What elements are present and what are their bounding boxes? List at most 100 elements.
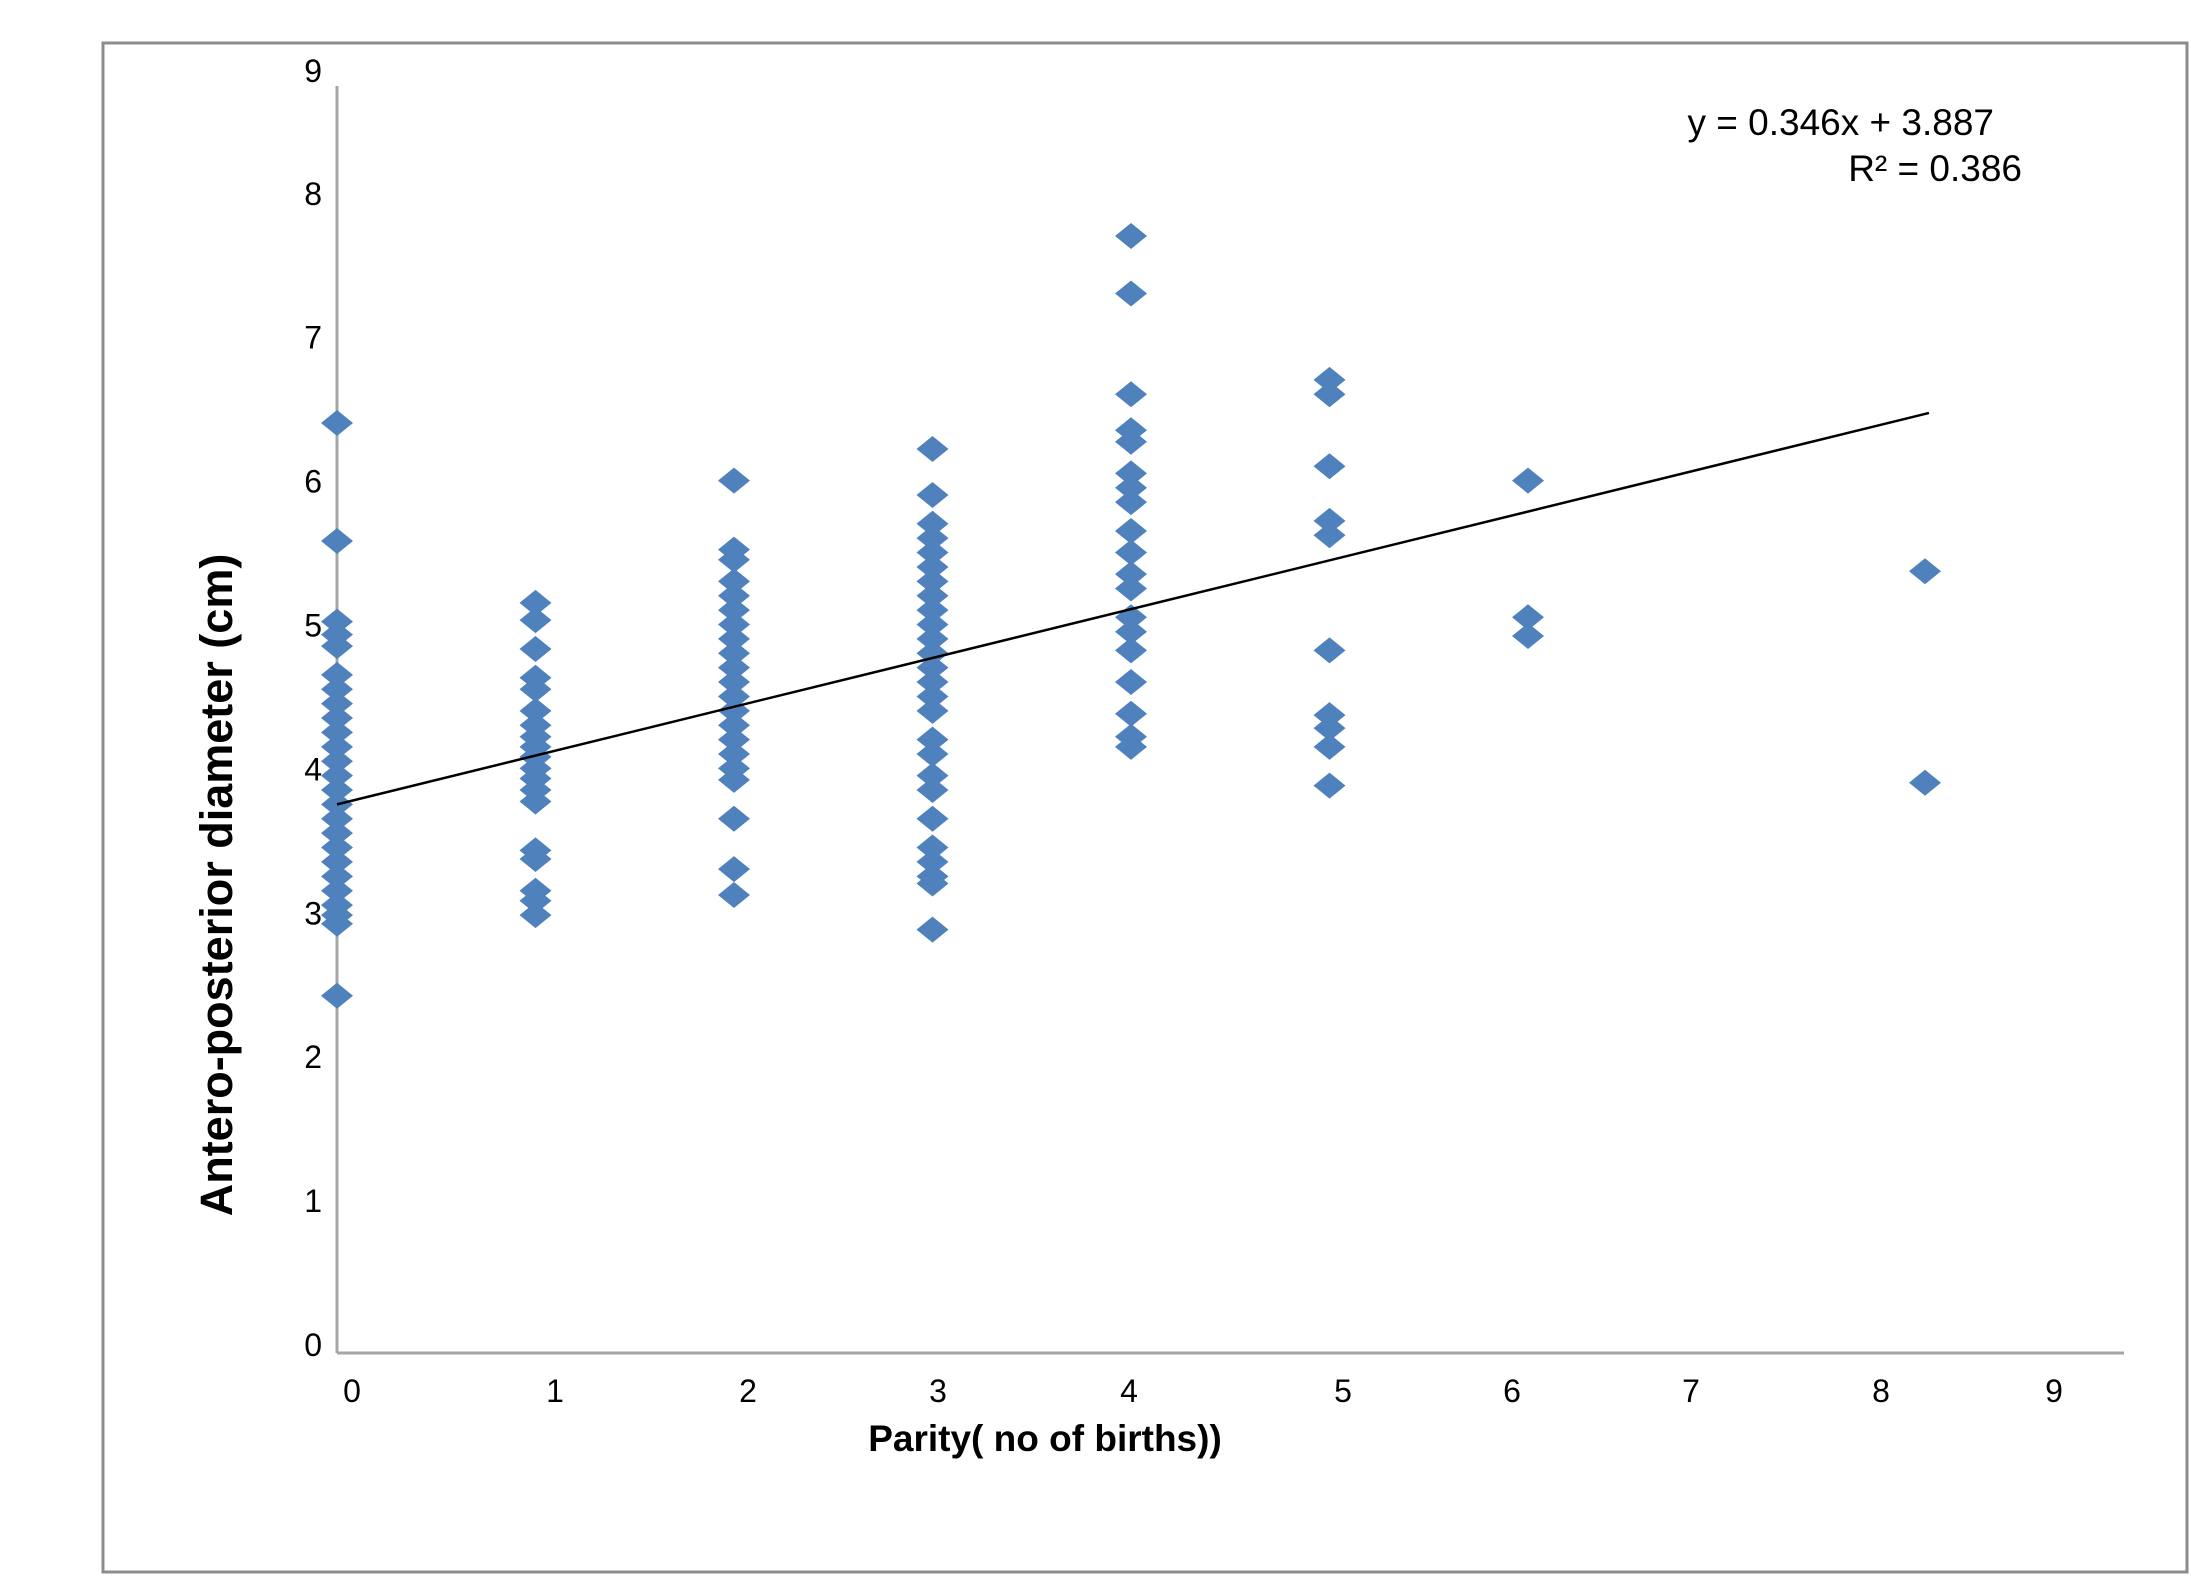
data-point xyxy=(718,669,750,696)
data-point xyxy=(916,625,949,652)
data-point xyxy=(1512,623,1544,650)
data-point xyxy=(519,788,552,815)
data-point xyxy=(1313,637,1346,664)
data-point xyxy=(916,597,949,624)
data-point xyxy=(718,546,750,573)
data-point xyxy=(718,625,750,652)
data-point xyxy=(321,848,353,875)
data-point xyxy=(321,834,353,861)
x-tick-label: 8 xyxy=(1872,1373,1890,1409)
data-point xyxy=(718,597,750,624)
data-point xyxy=(1313,733,1346,760)
data-point xyxy=(916,510,949,537)
data-point xyxy=(916,697,949,724)
data-point xyxy=(718,741,750,768)
data-point xyxy=(916,582,949,609)
data-point xyxy=(1115,517,1147,544)
data-point xyxy=(321,705,353,732)
x-tick-label: 1 xyxy=(546,1373,564,1409)
data-point xyxy=(321,748,353,775)
data-point xyxy=(916,762,949,789)
x-tick-label: 7 xyxy=(1682,1373,1700,1409)
data-point xyxy=(718,654,750,681)
data-point xyxy=(916,834,949,861)
x-tick-label: 3 xyxy=(929,1373,947,1409)
data-point xyxy=(718,568,750,595)
data-point xyxy=(1115,561,1147,588)
data-point xyxy=(321,863,353,890)
data-point xyxy=(321,528,353,555)
data-point xyxy=(1115,733,1147,760)
data-point xyxy=(718,882,750,909)
data-point xyxy=(916,568,949,595)
data-point xyxy=(519,902,552,929)
data-point xyxy=(1115,222,1147,249)
data-point xyxy=(1313,366,1346,393)
y-tick-label: 2 xyxy=(304,1039,322,1075)
data-point xyxy=(519,676,552,703)
data-point xyxy=(916,539,949,566)
trendline xyxy=(336,411,1930,806)
data-point xyxy=(1313,772,1346,799)
data-point xyxy=(916,776,949,803)
x-tick-label: 9 xyxy=(2045,1373,2063,1409)
data-point xyxy=(1115,618,1147,645)
data-point xyxy=(1512,467,1544,494)
data-point xyxy=(1115,489,1147,516)
data-point xyxy=(1909,558,1941,585)
data-point xyxy=(916,683,949,710)
data-point xyxy=(321,719,353,746)
data-point xyxy=(916,848,949,875)
data-point xyxy=(519,589,552,616)
data-point xyxy=(1115,700,1147,727)
data-point xyxy=(321,633,353,660)
data-point xyxy=(1909,769,1941,796)
data-point xyxy=(1115,428,1147,455)
data-point xyxy=(718,611,750,638)
data-point xyxy=(1115,381,1147,408)
data-point xyxy=(916,726,949,753)
data-point xyxy=(321,910,353,937)
data-point xyxy=(321,820,353,847)
data-point xyxy=(718,856,750,883)
data-point xyxy=(1115,575,1147,602)
data-point xyxy=(718,582,750,609)
x-tick-label: 0 xyxy=(343,1373,361,1409)
y-tick-label: 1 xyxy=(304,1183,322,1219)
data-point xyxy=(916,669,949,696)
data-point xyxy=(321,410,353,437)
y-tick-label: 0 xyxy=(304,1327,322,1363)
y-tick-label: 7 xyxy=(304,320,322,356)
y-tick-label: 5 xyxy=(304,608,322,644)
data-point xyxy=(519,635,552,662)
y-tick-labels: 0 1 2 3 4 5 6 7 8 9 xyxy=(304,53,322,1363)
data-point xyxy=(1512,604,1544,631)
data-point xyxy=(916,435,949,462)
data-point xyxy=(916,525,949,552)
data-point xyxy=(1115,539,1147,566)
data-point xyxy=(321,733,353,760)
data-point xyxy=(718,712,750,739)
data-point xyxy=(718,467,750,494)
x-tick-label: 4 xyxy=(1120,1373,1138,1409)
x-tick-label: 2 xyxy=(739,1373,757,1409)
data-point xyxy=(519,697,552,724)
data-point xyxy=(321,805,353,832)
data-point xyxy=(916,916,949,943)
data-point xyxy=(916,481,949,508)
data-point xyxy=(1313,507,1346,534)
y-tick-label: 4 xyxy=(304,751,322,787)
data-point xyxy=(718,766,750,793)
x-tick-label: 5 xyxy=(1334,1373,1352,1409)
data-point xyxy=(916,553,949,580)
data-point xyxy=(321,690,353,717)
data-point xyxy=(321,661,353,688)
data-point xyxy=(718,683,750,710)
x-tick-labels: 0 1 2 3 4 5 6 7 8 9 xyxy=(343,1373,2063,1409)
data-point xyxy=(1313,715,1346,742)
data-point xyxy=(1313,381,1346,408)
trendline-equation: y = 0.346x + 3.887 xyxy=(1687,102,1994,143)
data-point xyxy=(1115,474,1147,501)
data-point xyxy=(1313,453,1346,480)
